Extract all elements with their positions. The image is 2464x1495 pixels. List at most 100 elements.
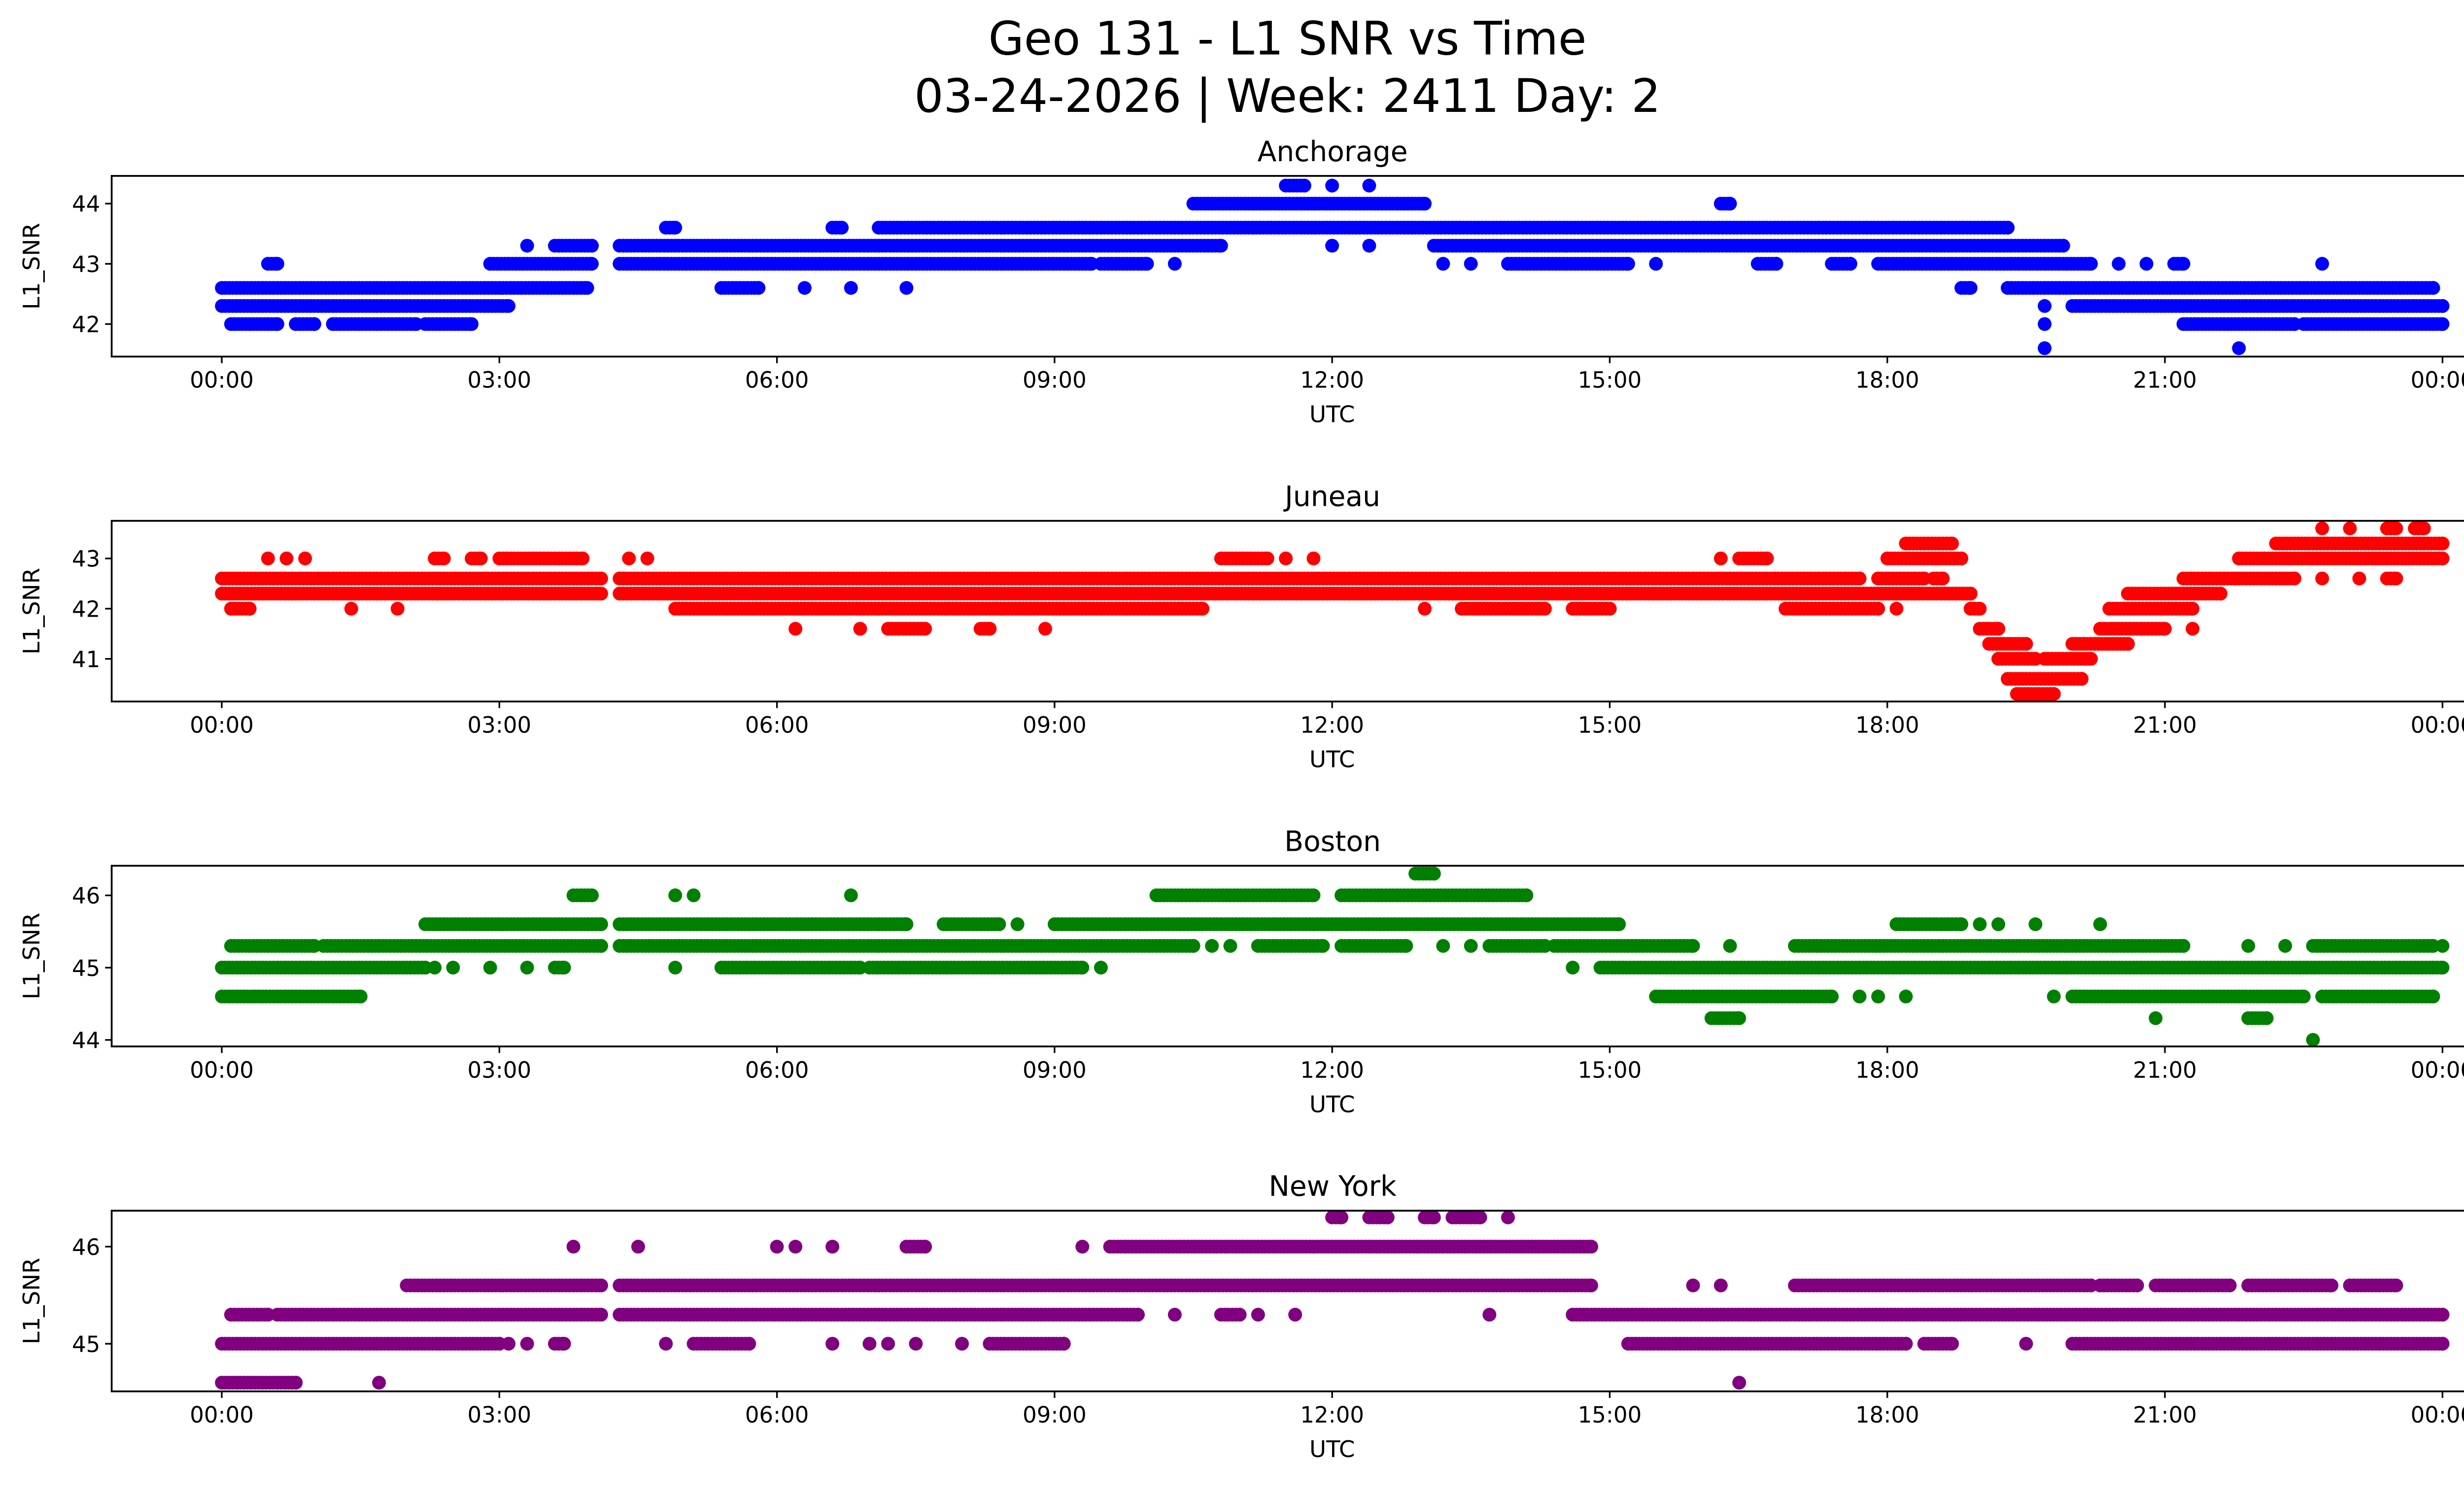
data-point	[1399, 939, 1413, 953]
x-tick-label: 06:00	[745, 367, 809, 393]
data-point	[2047, 687, 2061, 701]
data-points	[215, 178, 2450, 355]
data-point	[2213, 587, 2227, 601]
data-point	[1723, 197, 1737, 211]
subplot-title: Boston	[1284, 825, 1381, 858]
data-point	[1954, 551, 1969, 565]
data-point	[640, 551, 654, 565]
data-point	[437, 551, 451, 565]
data-point	[2389, 521, 2403, 535]
data-point	[576, 551, 590, 565]
data-point	[2139, 257, 2154, 271]
x-tick-label: 03:00	[468, 367, 532, 393]
data-point	[446, 961, 460, 975]
data-point	[1094, 961, 1108, 975]
data-points	[215, 521, 2450, 701]
data-point	[2112, 257, 2126, 271]
data-point	[1140, 257, 1154, 271]
y-tick-label: 42	[72, 312, 100, 338]
data-point	[2435, 551, 2450, 565]
data-point	[1825, 989, 1839, 1004]
y-tick-label: 44	[72, 1027, 100, 1053]
data-point	[1418, 197, 1432, 211]
data-point	[2426, 989, 2440, 1004]
data-point	[2084, 652, 2098, 666]
data-point	[1936, 571, 1950, 586]
data-point	[1306, 888, 1321, 903]
data-point	[594, 571, 608, 586]
data-point	[1649, 257, 1663, 271]
data-point	[372, 1376, 386, 1390]
data-point	[2038, 341, 2052, 355]
data-point	[1325, 239, 1339, 253]
data-point	[742, 1337, 756, 1351]
data-point	[2435, 317, 2450, 331]
data-point	[270, 317, 284, 331]
data-point	[2232, 341, 2246, 355]
data-point	[797, 281, 812, 295]
data-point	[1566, 961, 1580, 975]
data-point	[918, 622, 932, 636]
data-point	[1973, 601, 1987, 616]
y-tick-label: 43	[72, 251, 100, 278]
x-tick-label: 00:00	[190, 367, 254, 393]
data-point	[584, 239, 599, 253]
data-point	[344, 601, 358, 616]
data-point	[1945, 536, 1959, 551]
data-point	[1732, 1376, 1746, 1390]
data-point	[502, 299, 515, 313]
data-point	[2121, 637, 2135, 651]
data-point	[2186, 601, 2200, 616]
data-point	[2315, 257, 2329, 271]
data-point	[899, 281, 914, 295]
data-point	[1186, 939, 1200, 953]
data-point	[668, 888, 683, 903]
x-axis-label: UTC	[1309, 746, 1355, 773]
data-point	[844, 281, 858, 295]
data-point	[1963, 587, 1978, 601]
data-point	[1686, 939, 1700, 953]
data-point	[1871, 601, 1885, 616]
data-point	[1418, 601, 1432, 616]
data-point	[668, 961, 683, 975]
data-point	[1297, 178, 1311, 193]
data-point	[2038, 299, 2052, 313]
data-point	[1973, 917, 1987, 932]
data-point	[2241, 939, 2256, 953]
data-point	[298, 551, 312, 565]
x-tick-label: 18:00	[1855, 1057, 1919, 1083]
data-point	[909, 1337, 923, 1351]
data-point	[1075, 961, 1090, 975]
data-point	[2176, 257, 2190, 271]
data-point	[483, 961, 497, 975]
data-point	[502, 1337, 515, 1351]
data-point	[853, 622, 867, 636]
data-point	[1621, 257, 1635, 271]
x-tick-label: 00:00	[2411, 367, 2464, 393]
data-point	[2389, 571, 2403, 586]
data-point	[242, 601, 257, 616]
data-point	[1963, 281, 1978, 295]
data-point	[1057, 1337, 1071, 1351]
data-points	[215, 867, 2450, 1046]
data-point	[899, 917, 914, 932]
data-point	[1436, 257, 1450, 271]
data-point	[1279, 551, 1293, 565]
data-point	[279, 551, 294, 565]
data-point	[1991, 917, 2006, 932]
data-point	[2038, 317, 2052, 331]
x-tick-label: 15:00	[1578, 367, 1642, 393]
data-point	[1196, 601, 1210, 616]
x-tick-label: 06:00	[745, 1057, 809, 1083]
data-point	[390, 601, 405, 616]
x-tick-label: 12:00	[1300, 1057, 1364, 1083]
y-tick-label: 44	[72, 191, 100, 217]
data-point	[1723, 939, 1737, 953]
data-point	[353, 989, 368, 1004]
x-tick-label: 00:00	[190, 1057, 254, 1083]
data-point	[1954, 917, 1969, 932]
data-point	[2417, 521, 2431, 535]
x-tick-label: 09:00	[1023, 367, 1087, 393]
data-point	[1889, 601, 1904, 616]
